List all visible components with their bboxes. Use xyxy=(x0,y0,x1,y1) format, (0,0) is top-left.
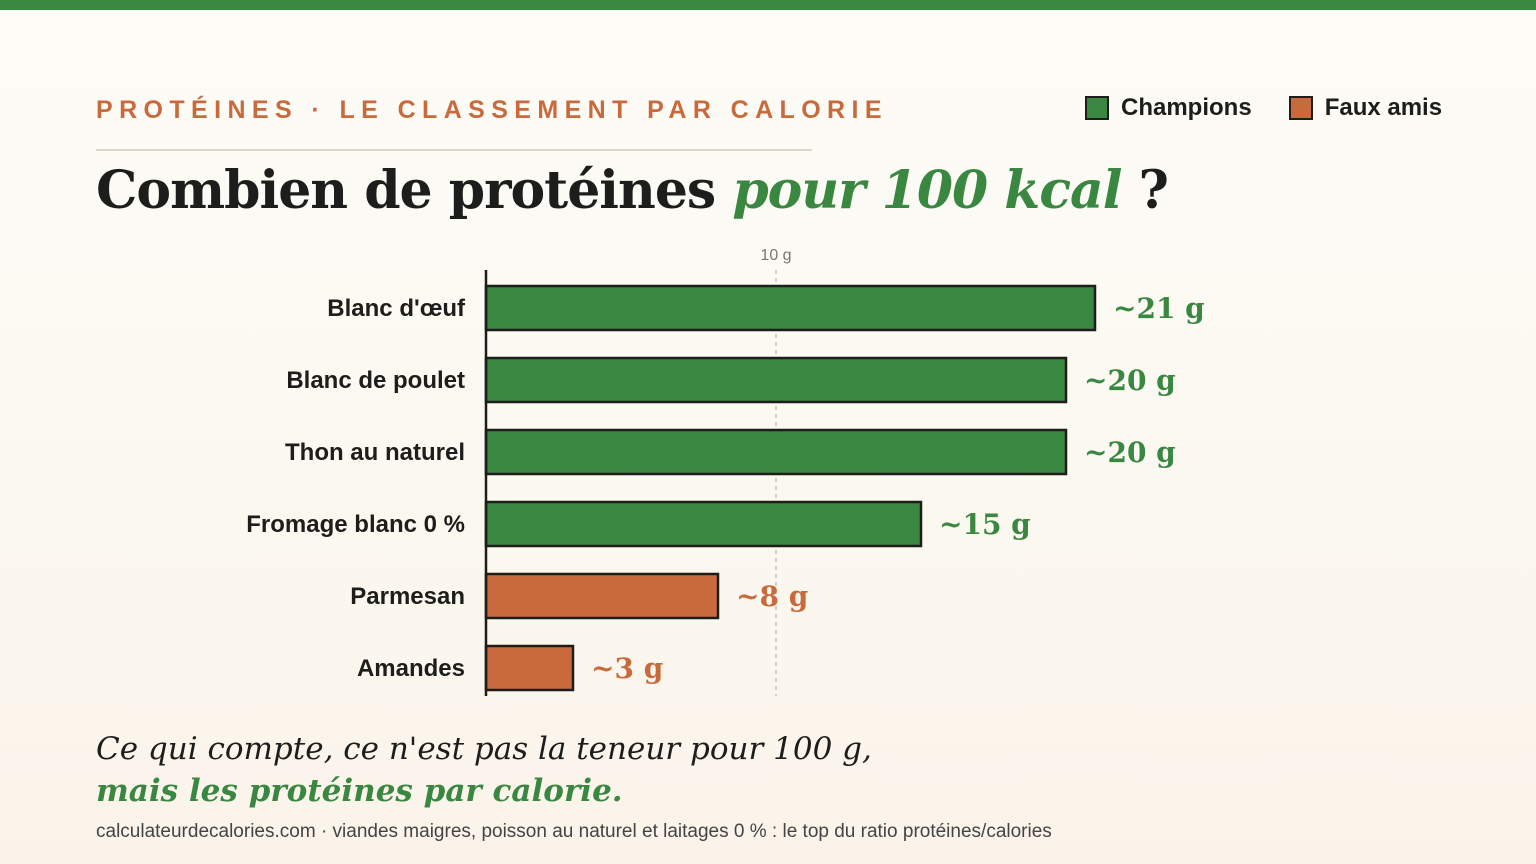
title-accent: pour 100 kcal xyxy=(732,160,1122,221)
legend-label-champions: Champions xyxy=(1121,94,1252,121)
value-label: ~3 g xyxy=(591,652,663,685)
category-label: Parmesan xyxy=(350,583,465,610)
chart-legend: Champions Faux amis xyxy=(1085,94,1442,122)
bar xyxy=(484,284,1097,332)
category-label: Thon au naturel xyxy=(285,439,465,466)
category-label: Fromage blanc 0 % xyxy=(246,511,465,538)
bar xyxy=(484,644,575,692)
legend-swatch-champions xyxy=(1085,96,1109,120)
value-label: ~20 g xyxy=(1084,436,1176,469)
eyebrow-title: PROTÉINES · LE CLASSEMENT PAR CALORIE xyxy=(96,96,888,124)
bar xyxy=(484,356,1068,404)
bar xyxy=(484,428,1068,476)
category-label: Blanc de poulet xyxy=(286,367,465,394)
legend-label-faux-amis: Faux amis xyxy=(1324,94,1443,121)
note-line-1: Ce qui compte, ce n'est pas la teneur po… xyxy=(96,731,872,767)
category-label: Blanc d'œuf xyxy=(327,295,466,322)
chart-title: Combien de protéines pour 100 kcal ? xyxy=(96,160,1169,221)
source-credit: calculateurdecalories.com · viandes maig… xyxy=(96,821,1052,842)
value-label: ~15 g xyxy=(939,508,1031,541)
value-label: ~21 g xyxy=(1113,292,1205,325)
bar xyxy=(484,572,720,620)
legend-item-champions: Champions xyxy=(1085,94,1252,122)
takeaway-note: Ce qui compte, ce n'est pas la teneur po… xyxy=(96,728,872,812)
title-main: Combien de protéines xyxy=(96,160,733,221)
category-label: Amandes xyxy=(357,655,465,682)
top-accent-bar xyxy=(0,0,1536,10)
legend-swatch-faux-amis xyxy=(1288,96,1313,120)
protein-bar-chart: 10 g Blanc d'œuf ~21 g Blanc de poulet ~20 g… xyxy=(246,247,1205,696)
note-line-2: mais les protéines par calorie. xyxy=(96,773,623,809)
value-label: ~20 g xyxy=(1084,364,1176,397)
title-end: ? xyxy=(1121,160,1169,221)
legend-item-faux-amis: Faux amis xyxy=(1288,94,1443,122)
value-label: ~8 g xyxy=(736,580,808,613)
bar xyxy=(484,500,923,548)
header-divider xyxy=(96,149,812,151)
reference-line-label: 10 g xyxy=(760,247,791,264)
